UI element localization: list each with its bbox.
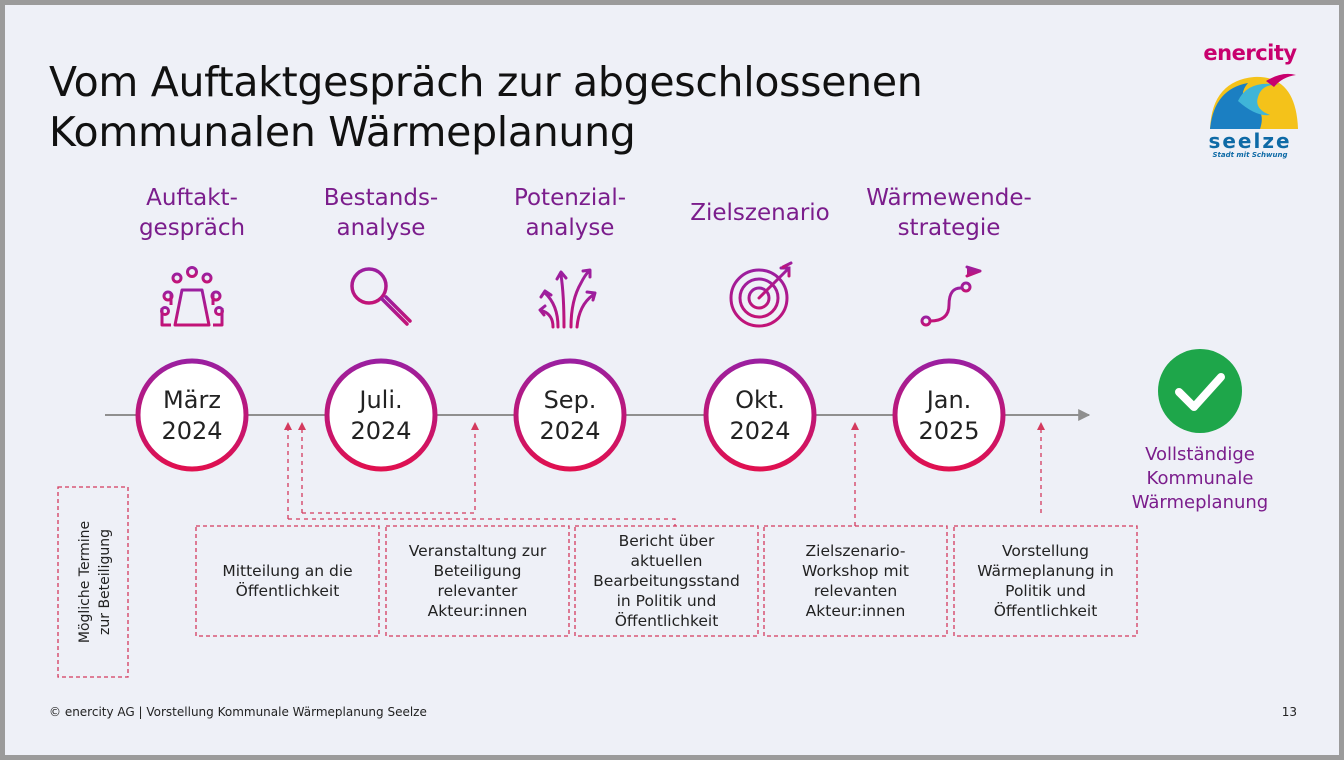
step-date-4: Okt. 2024 [708, 385, 812, 447]
date-circle-1 [135, 358, 249, 472]
footer-text: © enercity AG | Vorstellung Kommunale Wä… [49, 705, 427, 719]
connector-arrowheads [284, 422, 1045, 430]
completion-label: Vollständige Kommunale Wärmeplanung [1105, 443, 1295, 515]
event-3-line-1: Bericht über [618, 532, 715, 550]
event-2-line-2: Beteiligung [433, 562, 522, 580]
step-label-5-line-2: strategie [897, 215, 1001, 241]
event-4-line-2: Workshop mit [802, 562, 909, 580]
step-date-1-month: März [163, 386, 221, 414]
step-date-1: März 2024 [140, 385, 244, 447]
enercity-seelze-logo: enercity seelze Stadt mit Schwung [1200, 41, 1308, 161]
checkmark-icon [1158, 349, 1242, 433]
step-date-3-month: Sep. [543, 386, 597, 414]
event-box-4: Zielszenario- Workshop mit relevanten Ak… [764, 526, 947, 636]
event-1-line-2: Öffentlichkeit [235, 582, 340, 600]
title-line-1: Vom Auftaktgespräch zur abgeschlossenen [49, 58, 923, 106]
step-label-2-line-2: analyse [336, 215, 426, 241]
event-box-outlines [57, 486, 1138, 678]
event-box-5: Vorstellung Wärmeplanung in Politik und … [954, 526, 1137, 636]
event-5-line-3: Politik und [1005, 582, 1086, 600]
slide: Vom Auftaktgespräch zur abgeschlossenen … [5, 5, 1339, 755]
step-label-3-line-1: Potenzial- [513, 185, 627, 211]
event-2-line-1: Veranstaltung zur [408, 542, 547, 560]
event-5-line-4: Öffentlichkeit [993, 602, 1098, 620]
event-box-3: Bericht über aktuellen Bearbeitungsstand… [575, 526, 758, 636]
date-circle-3 [513, 358, 627, 472]
branching-arrows-icon [538, 268, 597, 329]
step-date-2-year: 2024 [350, 417, 412, 445]
completion-label-line-1: Vollständige [1145, 444, 1255, 465]
step-date-3-year: 2024 [539, 417, 601, 445]
participation-legend: Mögliche Termine zur Beteiligung [60, 487, 130, 677]
event-box-1: Mitteilung an die Öffentlichkeit [196, 526, 379, 636]
date-circle-5 [892, 358, 1006, 472]
step-date-5: Jan. 2025 [897, 385, 1001, 447]
step-label-2: Bestands- analyse [281, 183, 481, 243]
target-icon [729, 261, 793, 328]
step-label-5: Wärmewende- strategie [849, 183, 1049, 243]
event-4-line-3: relevanten [813, 582, 898, 600]
meeting-table-icon [160, 266, 224, 327]
completion-label-line-2: Kommunale [1146, 468, 1254, 489]
step-date-4-month: Okt. [735, 386, 785, 414]
date-circle-2 [324, 358, 438, 472]
step-date-5-month: Jan. [926, 386, 972, 414]
event-3-line-5: Öffentlichkeit [614, 612, 719, 630]
event-connectors [287, 429, 1042, 526]
logo-city-text: seelze [1208, 129, 1292, 153]
step-label-4-line-1: Zielszenario [690, 200, 830, 226]
page-title: Vom Auftaktgespräch zur abgeschlossenen … [49, 57, 1049, 157]
event-4-line-1: Zielszenario- [805, 542, 906, 560]
step-date-5-year: 2025 [918, 417, 980, 445]
legend-line-1: Mögliche Termine [77, 520, 93, 644]
step-label-3: Potenzial- analyse [470, 183, 670, 243]
timeline-graphic [57, 261, 1242, 678]
step-date-4-year: 2024 [729, 417, 791, 445]
event-2-line-4: Akteur:innen [427, 602, 528, 620]
seelze-swirl-icon [1210, 73, 1298, 129]
step-label-1-line-1: Auftakt- [146, 185, 238, 211]
event-3-line-4: in Politik und [616, 592, 717, 610]
event-1-line-1: Mitteilung an die [222, 562, 353, 580]
event-box-2: Veranstaltung zur Beteiligung relevanter… [386, 526, 569, 636]
step-label-3-line-2: analyse [525, 215, 615, 241]
event-5-line-2: Wärmeplanung in [977, 562, 1114, 580]
step-date-3: Sep. 2024 [518, 385, 622, 447]
logo-brand-text: enercity [1203, 41, 1297, 65]
event-3-line-2: aktuellen [630, 552, 703, 570]
completion-label-line-3: Wärmeplanung [1131, 492, 1269, 513]
step-date-2: Juli. 2024 [329, 385, 433, 447]
page-number: 13 [1281, 705, 1297, 719]
title-line-2: Kommunalen Wärmeplanung [49, 108, 636, 156]
step-label-5-line-1: Wärmewende- [866, 185, 1032, 211]
event-3-line-3: Bearbeitungsstand [593, 572, 740, 590]
step-label-1: Auftakt- gespräch [92, 183, 292, 243]
step-label-1-line-2: gespräch [138, 215, 246, 241]
magnifier-icon [350, 267, 412, 326]
step-date-1-year: 2024 [161, 417, 223, 445]
step-label-4: Zielszenario [660, 198, 860, 228]
date-circle-4 [703, 358, 817, 472]
date-circles [135, 358, 1006, 472]
event-2-line-3: relevanter [437, 582, 518, 600]
legend-line-2: zur Beteiligung [97, 529, 113, 635]
step-label-2-line-1: Bestands- [323, 185, 439, 211]
path-flag-icon [920, 265, 982, 327]
event-4-line-4: Akteur:innen [805, 602, 906, 620]
event-5-line-1: Vorstellung [1001, 542, 1090, 560]
logo-tagline: Stadt mit Schwung [1212, 151, 1288, 159]
step-date-2-month: Juli. [359, 386, 403, 414]
